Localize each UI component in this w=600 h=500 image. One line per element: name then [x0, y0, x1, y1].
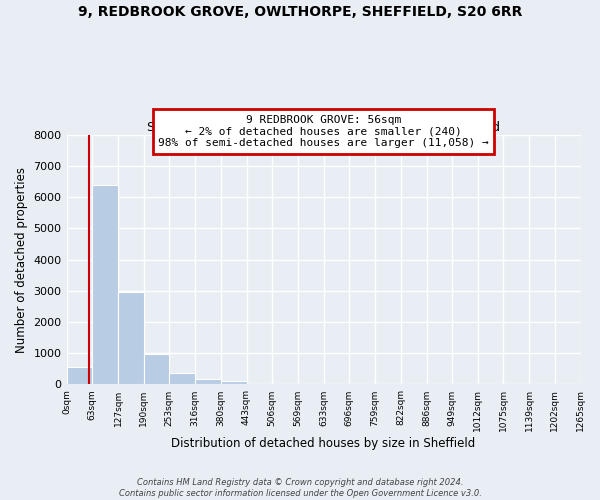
Bar	[92, 184, 118, 384]
Text: 9 REDBROOK GROVE: 56sqm
← 2% of detached houses are smaller (240)
98% of semi-de: 9 REDBROOK GROVE: 56sqm ← 2% of detached…	[158, 115, 489, 148]
Bar	[67, 367, 92, 384]
Y-axis label: Number of detached properties: Number of detached properties	[15, 166, 28, 352]
Bar	[195, 379, 221, 384]
Bar	[221, 382, 247, 384]
Bar	[118, 292, 144, 384]
Bar	[169, 372, 195, 384]
X-axis label: Distribution of detached houses by size in Sheffield: Distribution of detached houses by size …	[172, 437, 476, 450]
Bar	[144, 354, 169, 384]
Text: Contains HM Land Registry data © Crown copyright and database right 2024.
Contai: Contains HM Land Registry data © Crown c…	[119, 478, 481, 498]
Title: Size of property relative to detached houses in Sheffield: Size of property relative to detached ho…	[147, 120, 500, 134]
Text: 9, REDBROOK GROVE, OWLTHORPE, SHEFFIELD, S20 6RR: 9, REDBROOK GROVE, OWLTHORPE, SHEFFIELD,…	[78, 5, 522, 19]
